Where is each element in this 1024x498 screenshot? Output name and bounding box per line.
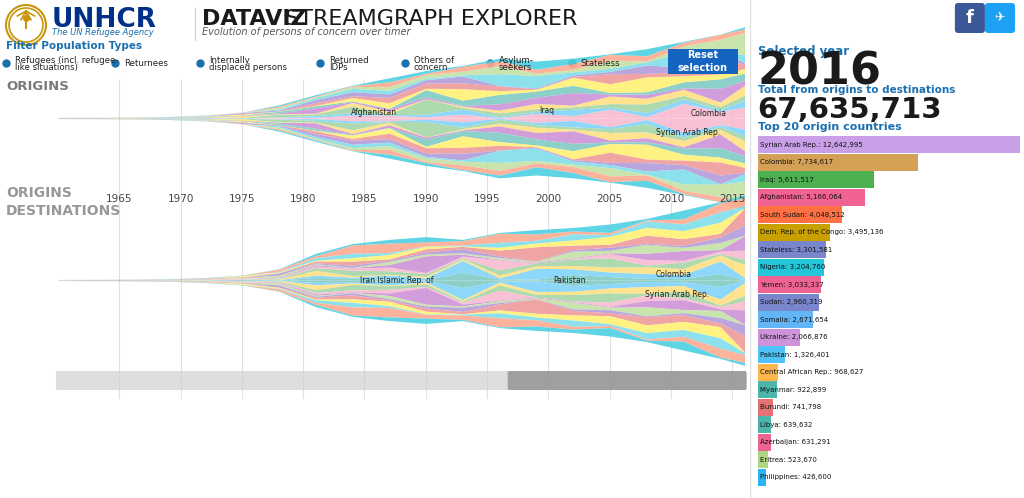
Bar — [758, 241, 826, 258]
Bar — [758, 398, 773, 415]
Text: Ukraine: 2,066,876: Ukraine: 2,066,876 — [760, 334, 827, 340]
Text: Philippines: 426,600: Philippines: 426,600 — [760, 474, 830, 480]
Text: IDPs: IDPs — [329, 63, 347, 72]
Text: Colombia: 7,734,617: Colombia: 7,734,617 — [760, 159, 833, 165]
Bar — [758, 381, 777, 398]
Text: Returnees: Returnees — [124, 58, 168, 68]
Text: Refugees (incl. refugee-: Refugees (incl. refugee- — [15, 55, 119, 65]
Text: Total from origins to destinations: Total from origins to destinations — [758, 85, 955, 95]
Text: Afghanistan: 5,166,064: Afghanistan: 5,166,064 — [760, 194, 842, 200]
Text: 2015: 2015 — [719, 194, 745, 204]
Text: Stateless: 3,301,581: Stateless: 3,301,581 — [760, 247, 831, 252]
Text: Sudan: 2,960,319: Sudan: 2,960,319 — [760, 299, 822, 305]
FancyBboxPatch shape — [668, 49, 737, 74]
Text: Others of: Others of — [414, 55, 454, 65]
Bar — [758, 329, 801, 346]
Text: Filter Population Types: Filter Population Types — [6, 41, 142, 51]
Text: Yemen: 3,033,337: Yemen: 3,033,337 — [760, 281, 823, 287]
Text: STREAMGRAPH EXPLORER: STREAMGRAPH EXPLORER — [278, 9, 578, 29]
Bar — [758, 346, 785, 363]
Bar — [758, 469, 766, 486]
FancyBboxPatch shape — [955, 3, 985, 33]
Text: Returned: Returned — [329, 55, 369, 65]
Text: Central African Rep.: 968,627: Central African Rep.: 968,627 — [760, 369, 863, 375]
Bar — [758, 276, 820, 293]
Text: ORIGINS: ORIGINS — [6, 186, 72, 200]
Text: The UN Refugee Agency: The UN Refugee Agency — [52, 27, 154, 36]
Bar — [758, 451, 768, 468]
Bar — [758, 293, 819, 310]
Text: Iraq: Iraq — [540, 106, 555, 115]
Bar — [758, 311, 813, 328]
Bar — [758, 153, 919, 170]
Text: South Sudan: 4,048,512: South Sudan: 4,048,512 — [760, 212, 845, 218]
Text: Reset
selection: Reset selection — [678, 50, 728, 73]
Text: 1995: 1995 — [474, 194, 501, 204]
Text: 1990: 1990 — [413, 194, 439, 204]
Text: ORIGINS: ORIGINS — [6, 80, 69, 93]
Text: Somalia: 2,671,654: Somalia: 2,671,654 — [760, 317, 827, 323]
Text: Stateless: Stateless — [581, 58, 621, 68]
Bar — [758, 258, 824, 275]
Text: DESTINATIONS: DESTINATIONS — [6, 204, 121, 218]
Text: Libya: 639,632: Libya: 639,632 — [760, 421, 812, 427]
Text: Syrian Arab Rep.: 12,642,995: Syrian Arab Rep.: 12,642,995 — [760, 141, 862, 147]
Text: Nigeria: 3,204,760: Nigeria: 3,204,760 — [760, 264, 825, 270]
Text: Myanmar: 922,899: Myanmar: 922,899 — [760, 386, 825, 392]
Text: Syrian Arab Rep.: Syrian Arab Rep. — [645, 289, 710, 298]
Text: Iraq: 5,611,517: Iraq: 5,611,517 — [760, 176, 813, 182]
Text: 2000: 2000 — [536, 194, 561, 204]
Text: 2010: 2010 — [657, 194, 684, 204]
Text: Syrian Arab Rep.: Syrian Arab Rep. — [655, 127, 720, 136]
Bar — [758, 136, 1020, 153]
FancyBboxPatch shape — [56, 371, 746, 390]
Text: 2005: 2005 — [597, 194, 623, 204]
Bar — [758, 171, 874, 188]
FancyBboxPatch shape — [985, 3, 1015, 33]
Text: concern: concern — [414, 63, 449, 72]
Text: Asylum-: Asylum- — [499, 55, 534, 65]
Text: 1975: 1975 — [228, 194, 255, 204]
Text: 67,635,713: 67,635,713 — [758, 96, 942, 124]
Text: 1965: 1965 — [106, 194, 132, 204]
Text: UNHCR: UNHCR — [52, 7, 157, 33]
Text: Pakistan: Pakistan — [553, 275, 586, 284]
Text: seekers: seekers — [499, 63, 532, 72]
Text: Iran Islamic Rep. of: Iran Islamic Rep. of — [359, 275, 433, 284]
Text: f: f — [966, 9, 974, 27]
Bar — [758, 364, 777, 380]
Text: like situations): like situations) — [15, 63, 78, 72]
Text: Top 20 origin countries: Top 20 origin countries — [758, 122, 901, 132]
Text: Burundi: 741,798: Burundi: 741,798 — [760, 404, 821, 410]
Text: displaced persons: displaced persons — [209, 63, 287, 72]
Bar — [758, 206, 842, 223]
Text: 2016: 2016 — [758, 50, 882, 94]
Text: Colombia: Colombia — [655, 269, 691, 278]
Bar — [758, 189, 865, 206]
Text: ✈: ✈ — [994, 11, 1006, 24]
Text: DATAVIZ: DATAVIZ — [202, 9, 306, 29]
Text: Azerbaijan: 631,291: Azerbaijan: 631,291 — [760, 439, 830, 445]
Text: Selected year: Selected year — [758, 44, 849, 57]
Text: Dem. Rep. of the Congo: 3,495,136: Dem. Rep. of the Congo: 3,495,136 — [760, 229, 883, 235]
Bar — [758, 416, 771, 433]
Text: 1985: 1985 — [351, 194, 378, 204]
Text: 1970: 1970 — [167, 194, 194, 204]
Text: Pakistan: 1,326,401: Pakistan: 1,326,401 — [760, 352, 829, 358]
Text: 1980: 1980 — [290, 194, 316, 204]
Text: Afghanistan: Afghanistan — [351, 108, 397, 117]
Bar — [758, 224, 830, 241]
FancyBboxPatch shape — [508, 371, 746, 390]
Bar — [758, 433, 771, 451]
Text: Eritrea: 523,670: Eritrea: 523,670 — [760, 457, 816, 463]
Text: Evolution of persons of concern over timer: Evolution of persons of concern over tim… — [202, 27, 411, 37]
Text: Internally: Internally — [209, 55, 250, 65]
Text: Colombia: Colombia — [690, 109, 726, 118]
